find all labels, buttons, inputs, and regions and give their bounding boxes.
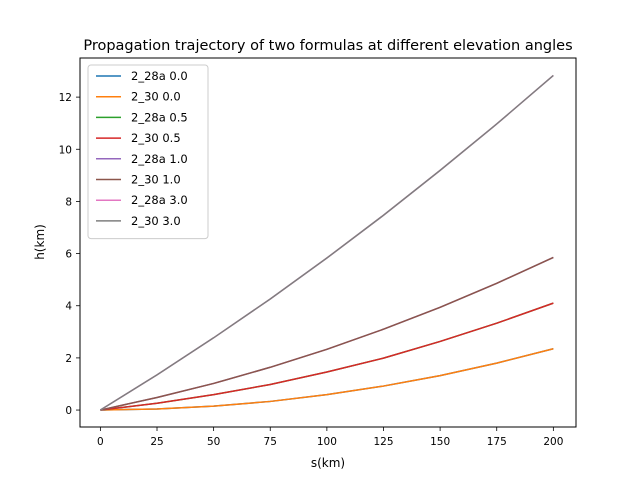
plot-frame	[79, 57, 577, 428]
series-line-4	[100, 256, 554, 411]
series-line-3	[100, 302, 554, 411]
legend-entry: 2_30 0.5	[131, 131, 181, 145]
x-axis-label: s(km)	[311, 456, 345, 470]
y-axis-label: h(km)	[33, 224, 47, 260]
series-line-7	[99, 74, 554, 411]
x-tick-label: 175	[487, 436, 507, 448]
chart-title: Propagation trajectory of two formulas a…	[83, 38, 572, 54]
legend-entry: 2_28a 3.0	[131, 193, 188, 207]
legend: 2_28a 0.0 2_30 0.0 2_28a 0.5 2_30 0.5 2_28a …	[87, 64, 209, 240]
series-layer	[99, 74, 554, 411]
legend-entry: 2_30 3.0	[131, 214, 181, 228]
y-tick-label: 2	[65, 353, 72, 365]
series-line-1	[100, 348, 554, 411]
legend-entry: 2_30 1.0	[131, 173, 181, 187]
x-tick-label: 125	[373, 436, 393, 448]
legend-entry: 2_28a 0.5	[131, 110, 188, 124]
y-tick-label: 10	[59, 144, 72, 156]
y-tick-label: 12	[59, 92, 72, 104]
y-tick-label: 6	[65, 249, 72, 261]
y-axis: 0 2 4 6 8 10 12	[59, 92, 80, 417]
y-tick-label: 0	[65, 405, 72, 417]
x-tick-label: 150	[430, 436, 450, 448]
x-tick-label: 25	[150, 436, 163, 448]
y-tick-label: 4	[65, 301, 72, 313]
legend-box	[87, 64, 209, 240]
x-tick-label: 200	[543, 436, 563, 448]
y-tick-label: 8	[65, 196, 72, 208]
series-line-5	[100, 256, 554, 411]
x-axis: 0 25 50 75 100 125 150 175 200	[97, 427, 563, 448]
x-tick-label: 75	[264, 436, 277, 448]
x-tick-label: 0	[97, 436, 104, 448]
x-tick-label: 50	[207, 436, 220, 448]
x-tick-label: 100	[317, 436, 337, 448]
legend-entry: 2_28a 0.0	[131, 69, 188, 83]
legend-entry: 2_30 0.0	[131, 90, 181, 104]
legend-entry: 2_28a 1.0	[131, 152, 188, 166]
